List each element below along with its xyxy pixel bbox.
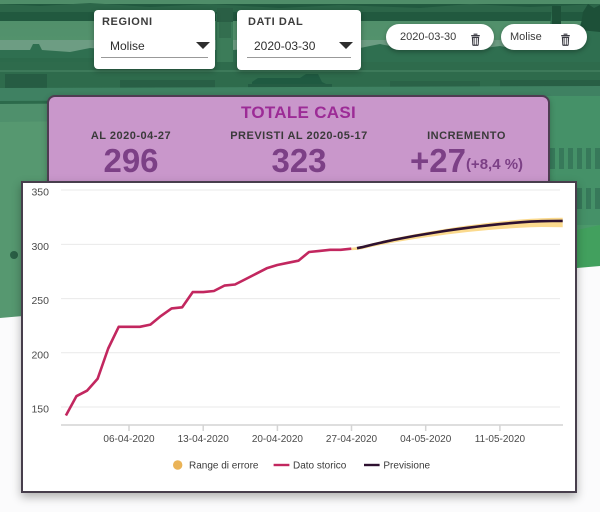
svg-text:250: 250 [31,295,49,307]
svg-text:06-04-2020: 06-04-2020 [103,434,155,445]
svg-text:27-04-2020: 27-04-2020 [326,434,378,445]
svg-text:300: 300 [31,241,49,253]
svg-text:13-04-2020: 13-04-2020 [178,434,230,445]
svg-text:Previsione: Previsione [383,461,430,472]
svg-text:04-05-2020: 04-05-2020 [400,434,452,445]
svg-text:Range di errore: Range di errore [189,461,259,472]
svg-text:350: 350 [31,187,49,199]
svg-text:20-04-2020: 20-04-2020 [252,434,304,445]
svg-text:150: 150 [31,404,49,416]
svg-text:200: 200 [31,349,49,361]
svg-text:Dato storico: Dato storico [293,461,347,472]
svg-text:11-05-2020: 11-05-2020 [475,434,526,445]
